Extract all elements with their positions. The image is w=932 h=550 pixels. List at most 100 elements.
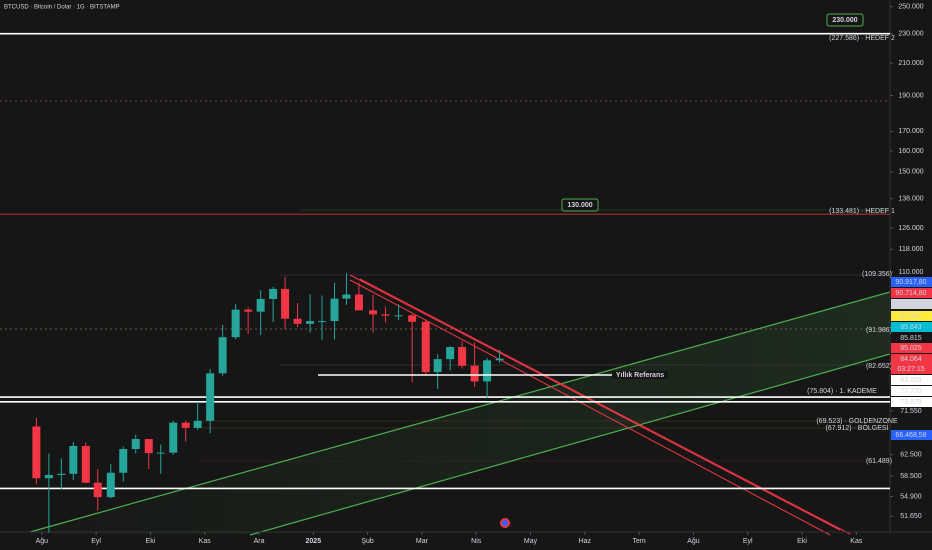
price-label: 85.815 xyxy=(900,335,922,342)
price-label: 90.917,80 xyxy=(895,279,926,286)
y-tick-label: 51.650 xyxy=(900,513,922,520)
price-label-bg xyxy=(891,311,932,321)
annotation: (61.489) xyxy=(866,458,892,465)
price-label: 85.025 xyxy=(900,345,922,352)
price-label: 90.714,80 xyxy=(895,290,926,297)
x-tick-label: Ağu xyxy=(36,538,49,545)
x-tick-label: Kas xyxy=(850,538,863,545)
chart-title: BTCUSD · Bitcoin / Dolar · 1G · BITSTAMP xyxy=(4,5,120,11)
price-label-bg xyxy=(891,277,932,287)
annotation: 130.000 xyxy=(567,202,592,209)
x-tick-label: Mar xyxy=(416,538,429,545)
x-tick-label: Eki xyxy=(146,538,156,545)
candle-body xyxy=(394,315,403,317)
y-tick-label: 71.550 xyxy=(900,408,922,415)
channel-line xyxy=(249,353,891,536)
annotation: Yıllık Referans xyxy=(616,372,664,379)
x-tick-label: Eki xyxy=(797,538,807,545)
y-tick-label: 150.000 xyxy=(898,169,923,176)
annotation: (69.523) · GOLDENZONE xyxy=(816,418,898,425)
candle-body xyxy=(433,359,442,373)
candle-body xyxy=(342,294,351,299)
candle-body xyxy=(446,347,455,360)
candle-body xyxy=(156,452,165,454)
price-label-bg xyxy=(891,322,932,332)
candle-body xyxy=(369,310,378,315)
annotation: (109.356) xyxy=(862,271,892,278)
y-tick-label: 110.000 xyxy=(899,269,924,276)
candle-body xyxy=(106,472,115,498)
y-tick-label: 118.000 xyxy=(899,246,924,253)
x-tick-label: Nis xyxy=(471,538,482,545)
annotation-box xyxy=(826,13,864,27)
candle-body xyxy=(244,309,253,312)
trend-line xyxy=(359,278,851,535)
candle-body xyxy=(483,360,492,382)
channel-fill xyxy=(30,292,890,535)
annotation: (75.804) · 1. KADEME xyxy=(807,388,877,395)
price-label: 90.358 xyxy=(900,301,922,308)
price-label-bg xyxy=(891,288,932,298)
x-tick-label: May xyxy=(524,538,538,545)
y-tick-label: 160.000 xyxy=(898,148,923,155)
price-label-bg xyxy=(891,386,932,396)
trend-line xyxy=(349,279,831,536)
y-tick-label: 250.000 xyxy=(898,4,923,11)
annotation: (82.652) xyxy=(866,363,892,370)
x-tick-label: Tem xyxy=(633,538,646,545)
price-label-bg xyxy=(891,430,932,440)
x-tick-label: Kas xyxy=(199,538,212,545)
candle-body xyxy=(181,422,190,428)
annotation: 230.000 xyxy=(832,17,857,24)
candle-body xyxy=(330,298,339,322)
candle-body xyxy=(131,439,140,450)
candle-body xyxy=(354,294,363,311)
candle-body xyxy=(306,321,315,324)
y-tick-label: 170.000 xyxy=(898,128,923,135)
candle-body xyxy=(169,422,178,453)
x-tick-label: Eyl xyxy=(91,538,101,545)
candle-body xyxy=(57,473,66,475)
candle-body xyxy=(144,439,153,454)
y-tick-label: 58.500 xyxy=(900,473,922,480)
x-tick-label: Şub xyxy=(361,538,374,545)
candle-body xyxy=(32,426,41,479)
candle-body xyxy=(495,358,504,361)
price-label: 73.679 xyxy=(900,399,922,406)
candle-body xyxy=(119,449,128,473)
price-label: 87.647 xyxy=(900,313,922,320)
annotation-box xyxy=(561,198,599,212)
candle-body xyxy=(458,347,467,366)
x-tick-label: Ara xyxy=(254,538,265,545)
candle-body xyxy=(256,298,265,312)
y-tick-label: 138.000 xyxy=(898,196,923,203)
candle-body xyxy=(421,321,430,373)
price-label-bg xyxy=(891,364,932,374)
price-label: 84.064 xyxy=(900,356,922,363)
price-label: 85.843 xyxy=(900,324,922,331)
price-label: 77.770 xyxy=(900,388,922,395)
candle-body xyxy=(44,474,53,479)
x-tick-label: 2025 xyxy=(306,538,322,545)
y-tick-label: 126.000 xyxy=(898,225,923,232)
candle-body xyxy=(381,314,390,316)
price-label: 03:27:15 xyxy=(897,366,924,373)
price-label-bg xyxy=(891,375,932,385)
annotation: (67.912) · BÖLGESİ xyxy=(825,423,888,432)
channel-line xyxy=(29,291,891,533)
candle-body xyxy=(69,445,78,474)
x-tick-label: Haz xyxy=(579,538,592,545)
price-label-bg xyxy=(891,333,932,343)
price-label: 83.159 xyxy=(900,377,922,384)
x-tick-label: Eyl xyxy=(743,538,753,545)
candle-body xyxy=(281,288,290,319)
y-tick-label: 230.000 xyxy=(898,31,923,38)
price-label-bg xyxy=(891,299,932,309)
y-tick-label: 54.900 xyxy=(900,493,922,500)
price-label-bg xyxy=(891,397,932,407)
candle-body xyxy=(218,337,227,374)
price-label-bg xyxy=(891,343,932,353)
candle-body xyxy=(193,420,202,428)
candle-body xyxy=(93,482,102,498)
price-label-bg xyxy=(891,354,932,364)
